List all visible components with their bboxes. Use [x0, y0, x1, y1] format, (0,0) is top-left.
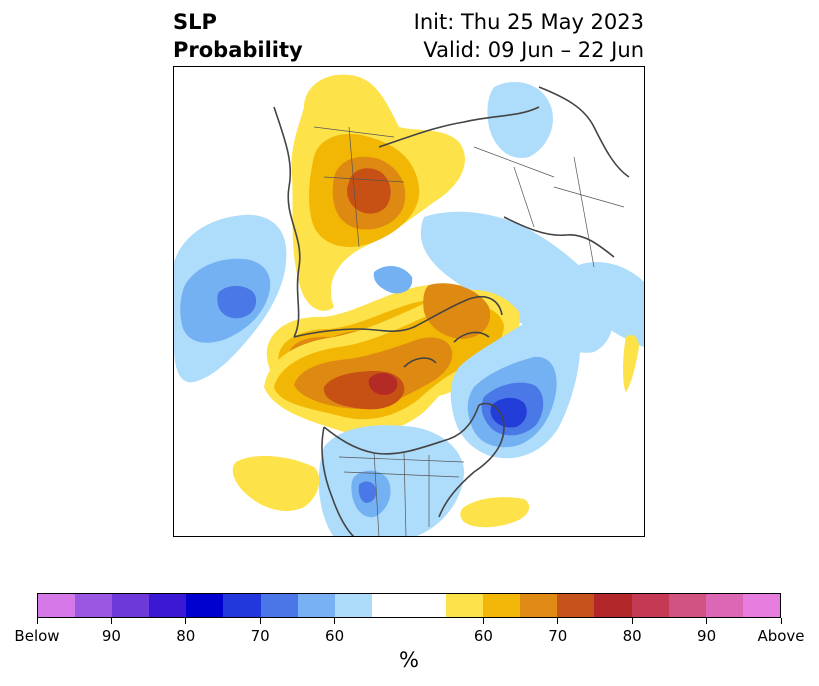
colorbar-tick-label: 80 [622, 627, 642, 645]
colorbar-tick [110, 618, 112, 624]
colorbar-tick [185, 618, 187, 624]
colorbar-segment [631, 594, 669, 617]
pacific-anomaly-low [174, 214, 287, 383]
colorbar-tick-label: 60 [325, 627, 345, 645]
colorbar-tick [557, 618, 559, 624]
colorbar [37, 593, 781, 618]
colorbar-segment [297, 594, 335, 617]
colorbar-tick [259, 618, 261, 624]
siberia-anomaly-high [291, 74, 465, 311]
colorbar-tick [706, 618, 708, 624]
colorbar-segment [668, 594, 706, 617]
colorbar-tick-label: Below [14, 627, 60, 645]
us-anomaly-low [318, 425, 464, 536]
colorbar-segment [557, 594, 595, 617]
colorbar-tick-label: Above [757, 627, 805, 645]
colorbar-tick-label: 90 [697, 627, 717, 645]
map-borders [313, 126, 625, 536]
map-canvas [174, 74, 644, 536]
atlantic-anomaly-low [450, 308, 581, 459]
colorbar-tick-label: 70 [250, 627, 270, 645]
map-title-variable: SLP Probability [173, 10, 303, 62]
colorbar-segment [371, 594, 409, 617]
colorbar-segment [75, 594, 113, 617]
colorbar-segment [742, 594, 780, 617]
colorbar-segment [186, 594, 224, 617]
colorbar-segment [112, 594, 150, 617]
colorbar-tick-label: 90 [101, 627, 121, 645]
colorbar-segment [38, 594, 76, 617]
colorbar-segment [260, 594, 298, 617]
colorbar-tick-label: 60 [473, 627, 493, 645]
colorbar-unit-label: % [399, 648, 419, 672]
colorbar-segment [334, 594, 372, 617]
colorbar-segment [520, 594, 558, 617]
colorbar-segment [223, 594, 261, 617]
colorbar-segment [705, 594, 743, 617]
colorbar-segment [594, 594, 632, 617]
map-coastlines [273, 86, 630, 536]
colorbar-tick-label: 70 [548, 627, 568, 645]
map-title-dates: Init: Thu 25 May 2023 Valid: 09 Jun – 22… [413, 10, 644, 62]
colorbar-segment [149, 594, 187, 617]
colorbar-tick [780, 618, 782, 624]
minor-anomaly-highs [232, 335, 639, 528]
colorbar-segment [446, 594, 484, 617]
colorbar-tick [482, 618, 484, 624]
colorbar-segment [483, 594, 521, 617]
colorbar-tick [334, 618, 336, 624]
canada-anomaly-high [264, 283, 520, 435]
colorbar-tick [631, 618, 633, 624]
colorbar-segment [408, 594, 447, 617]
colorbar-tick-label: 80 [176, 627, 196, 645]
colorbar-tick [36, 618, 38, 624]
probability-map [173, 66, 645, 537]
